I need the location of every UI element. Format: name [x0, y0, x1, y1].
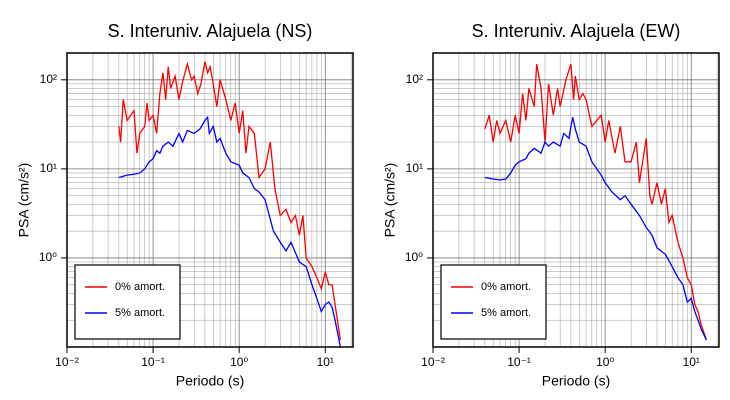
- chart-panel: 10⁻² 10⁻¹ 10⁰ 10¹ 10⁰ 10¹ 10² S. Interuniv. Ala…: [16, 21, 354, 389]
- y-tick-label: 10²: [406, 72, 423, 86]
- plot-frame: [432, 52, 720, 348]
- chart-panel: 10⁻² 10⁻¹ 10⁰ 10¹ 10⁰ 10¹ 10² S. Interuniv. Ala…: [382, 21, 720, 389]
- x-tick-label: 10⁻¹: [141, 355, 165, 369]
- legend: 0% amort. 5% amort.: [440, 264, 547, 340]
- x-tick-label: 10⁰: [596, 355, 614, 369]
- y-axis-label: PSA (cm/s²): [382, 163, 398, 238]
- chart-title: S. Interuniv. Alajuela (NS): [108, 21, 313, 41]
- x-axis-label: Periodo (s): [176, 373, 244, 389]
- legend-box: [74, 264, 181, 340]
- x-tick-label: 10¹: [317, 355, 334, 369]
- series-line: [118, 61, 342, 341]
- x-tick-label: 10⁻²: [55, 355, 79, 369]
- legend-label: 0% amort.: [481, 281, 531, 293]
- legend-label: 5% amort.: [481, 307, 531, 319]
- series-line: [118, 115, 342, 348]
- y-tick-label: 10⁰: [405, 250, 423, 264]
- legend-label: 5% amort.: [115, 307, 165, 319]
- y-tick-label: 10¹: [406, 161, 423, 175]
- plot-frame: [66, 52, 354, 348]
- x-tick-label: 10¹: [683, 355, 700, 369]
- x-axis-label: Periodo (s): [542, 373, 610, 389]
- x-tick-label: 10⁻¹: [507, 355, 531, 369]
- legend-label: 0% amort.: [115, 281, 165, 293]
- y-axis-label: PSA (cm/s²): [16, 163, 32, 238]
- series-line: [484, 63, 708, 341]
- series-line: [484, 117, 708, 341]
- y-tick-label: 10¹: [40, 161, 57, 175]
- x-tick-label: 10⁰: [230, 355, 248, 369]
- y-tick-label: 10⁰: [39, 250, 57, 264]
- legend: 0% amort. 5% amort.: [74, 264, 181, 340]
- legend-box: [440, 264, 547, 340]
- chart-title: S. Interuniv. Alajuela (EW): [472, 21, 681, 41]
- x-tick-label: 10⁻²: [421, 355, 445, 369]
- y-tick-label: 10²: [40, 72, 57, 86]
